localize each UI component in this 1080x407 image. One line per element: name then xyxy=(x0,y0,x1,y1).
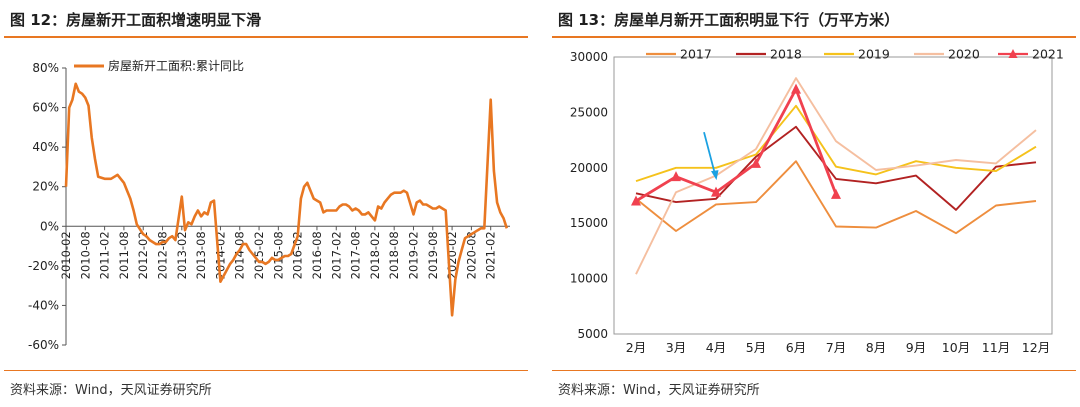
source-rule xyxy=(4,370,528,371)
title-rule xyxy=(552,36,1076,38)
legend-label: 2017 xyxy=(680,47,712,62)
data-marker xyxy=(631,195,641,206)
figure-13-title: 图 13：房屋单月新开工面积明显下行（万平方米） xyxy=(558,11,900,29)
data-marker xyxy=(711,186,721,197)
y-tick-label: -60% xyxy=(28,338,59,352)
legend-label: 2018 xyxy=(770,47,802,62)
x-tick-label: 2010-08 xyxy=(78,231,92,279)
x-tick-label: 2017-08 xyxy=(349,231,363,279)
legend-label: 房屋新开工面积:累计同比 xyxy=(108,58,244,73)
y-tick-label: 80% xyxy=(32,61,59,75)
annotation-arrow xyxy=(703,131,716,175)
x-tick-label: 3月 xyxy=(666,340,686,355)
y-tick-label: 40% xyxy=(32,140,59,154)
monthly-new-starts-line-chart: 30000 25000 20000 15000 10000 5000 2月 3月 4月 5月 6月 7… xyxy=(570,47,1064,356)
series-line xyxy=(635,125,1037,211)
y-tick-label: -20% xyxy=(28,259,59,273)
x-tick-label: 5月 xyxy=(746,340,766,355)
y-tick-label: 20% xyxy=(32,180,59,194)
x-tick-label: 2020-08 xyxy=(464,231,478,279)
y-tick-label: 10000 xyxy=(570,272,608,286)
panel-figure-12: 图 12：房屋新开工面积增速明显下滑 80% 60% 40% 20% 0% -20% -40… xyxy=(4,0,528,407)
legend-label: 2020 xyxy=(948,47,980,62)
x-tick-label: 6月 xyxy=(786,340,806,355)
data-marker xyxy=(671,171,681,182)
series-line xyxy=(635,160,1037,235)
y-tick-label: 15000 xyxy=(570,216,608,230)
x-tick-label: 2019-02 xyxy=(406,231,420,279)
plot-frame xyxy=(613,56,1053,335)
x-tick-label: 2021-02 xyxy=(484,231,498,279)
cumulative-yoy-line-chart: 80% 60% 40% 20% 0% -20% -40% -60% 2010-02 2010-08… xyxy=(28,58,510,352)
y-tick-label: 5000 xyxy=(577,327,608,341)
x-tick-label: 2018-08 xyxy=(387,231,401,279)
title-rule xyxy=(4,36,528,38)
figure-12-title: 图 12：房屋新开工面积增速明显下滑 xyxy=(10,11,262,29)
y-tick-label: 0% xyxy=(40,219,59,233)
x-tick-label: 2016-08 xyxy=(310,231,324,279)
annotation-arrowhead xyxy=(711,170,719,181)
x-tick-label: 9月 xyxy=(906,340,926,355)
data-marker xyxy=(751,157,761,168)
y-tick-label: 20000 xyxy=(570,161,608,175)
legend-label: 2021 xyxy=(1032,47,1064,62)
x-tick-label: 2019-08 xyxy=(426,231,440,279)
x-tick-label: 2015-08 xyxy=(271,231,285,279)
x-tick-label: 2018-02 xyxy=(368,231,382,279)
x-tick-label: 2013-02 xyxy=(175,231,189,279)
panel-figure-13: 图 13：房屋单月新开工面积明显下行（万平方米） 30000 25000 20000… xyxy=(552,0,1076,407)
x-tick-label: 8月 xyxy=(866,340,886,355)
x-tick-label: 2月 xyxy=(626,340,646,355)
y-tick-label: 60% xyxy=(32,101,59,115)
x-tick-label: 2011-02 xyxy=(98,231,112,279)
x-tick-label: 2017-02 xyxy=(329,231,343,279)
x-tick-label: 12月 xyxy=(1022,340,1050,355)
figure-12-source: 资料来源：Wind，天风证券研究所 xyxy=(10,383,212,398)
x-tick-label: 2012-02 xyxy=(136,231,150,279)
x-tick-label: 2010-02 xyxy=(59,231,73,279)
legend-marker xyxy=(1008,49,1018,58)
figure-13-source: 资料来源：Wind，天风证券研究所 xyxy=(558,383,760,398)
x-tick-label: 2011-08 xyxy=(117,231,131,279)
y-tick-label: 30000 xyxy=(570,50,608,64)
series-line xyxy=(635,87,838,203)
series-line xyxy=(635,77,1037,275)
x-tick-label: 10月 xyxy=(942,340,970,355)
data-marker xyxy=(791,83,801,94)
legend-label: 2019 xyxy=(858,47,890,62)
y-tick-label: -40% xyxy=(28,298,59,312)
series-line xyxy=(635,104,1037,183)
x-tick-label: 11月 xyxy=(982,340,1010,355)
y-tick-label: 25000 xyxy=(570,105,608,119)
x-tick-label: 2013-08 xyxy=(194,231,208,279)
x-tick-label: 2015-02 xyxy=(252,231,266,279)
x-tick-label: 4月 xyxy=(706,340,726,355)
source-rule xyxy=(552,370,1076,371)
series-line xyxy=(64,82,509,317)
data-marker xyxy=(831,188,841,199)
x-tick-label: 7月 xyxy=(826,340,846,355)
